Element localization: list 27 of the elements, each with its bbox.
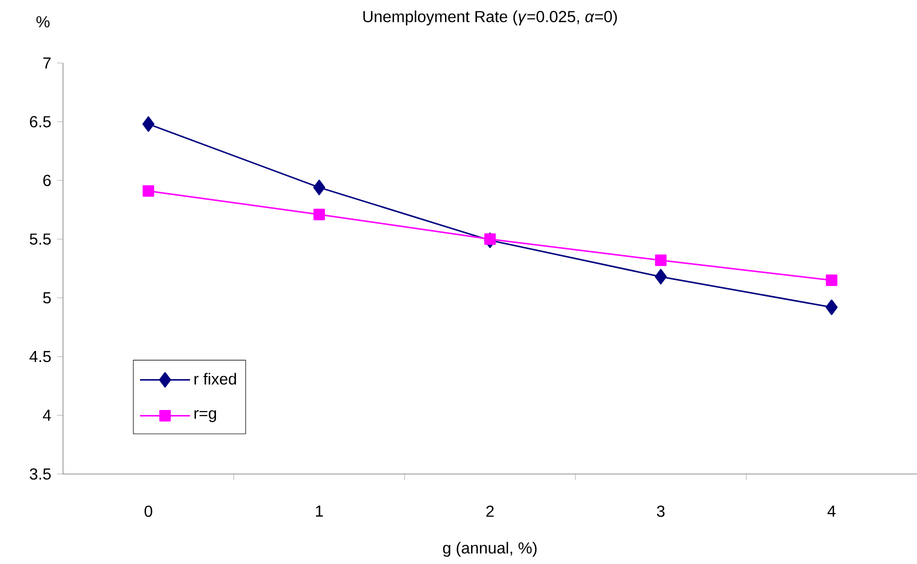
legend-label: r fixed — [194, 372, 236, 385]
chart-title: Unemployment Rate (γ=0.025, α=0) — [363, 10, 617, 26]
y-tick-label: 7 — [43, 58, 51, 69]
y-axis-title: % — [36, 16, 50, 28]
y-tick-label: 4 — [42, 410, 51, 421]
point — [142, 185, 154, 197]
y-tick-label: 6 — [43, 174, 51, 186]
point — [313, 208, 325, 220]
point — [826, 274, 838, 286]
point — [654, 268, 667, 284]
point — [826, 300, 838, 315]
x-axis-title: g (annual, %) — [443, 542, 537, 557]
x-tick-label: 1 — [316, 506, 323, 517]
y-tick-label: 5.5 — [30, 234, 51, 245]
x-tick-label: 0 — [144, 506, 152, 517]
legend-label: r=g — [194, 410, 216, 422]
x-tick-label: 2 — [486, 506, 494, 517]
y-tick-label: 4.5 — [30, 350, 51, 362]
y-tick-label: 5 — [43, 292, 51, 304]
y-tick-label: 6.5 — [30, 116, 51, 128]
x-tick-label: 4 — [828, 506, 836, 517]
point — [484, 233, 496, 245]
x-tick-label: 3 — [656, 506, 665, 517]
point — [313, 180, 326, 196]
point — [142, 116, 154, 132]
point — [655, 254, 667, 266]
y-tick-label: 3.5 — [30, 468, 51, 480]
